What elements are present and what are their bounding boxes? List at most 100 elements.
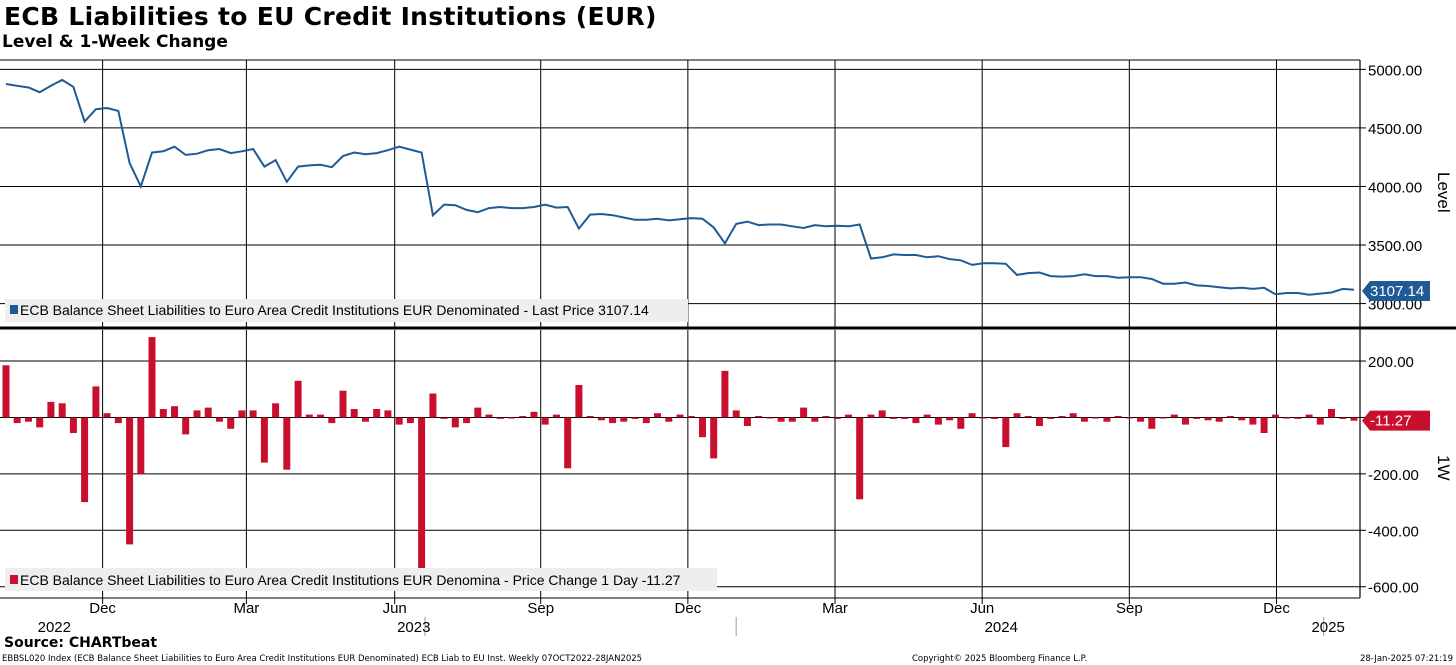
change-bar (294, 380, 302, 418)
change-bar (1339, 417, 1347, 419)
change-bar (541, 417, 549, 425)
change-bar (1226, 416, 1234, 418)
change-bar (1092, 417, 1100, 419)
change-bar (1058, 416, 1066, 418)
change-bar (1271, 414, 1279, 418)
change-bar (889, 417, 897, 419)
change-bar (47, 401, 55, 418)
bottom-y-axis-title: 1W (1434, 455, 1453, 481)
change-bar (665, 417, 673, 422)
x-year-label: 2022 (38, 619, 71, 636)
change-bar (350, 409, 358, 418)
top-y-axis-title: Level (1434, 172, 1453, 213)
x-month-label: Jun (970, 600, 994, 617)
change-bar (238, 410, 246, 418)
x-month-label: Mar (822, 600, 848, 617)
change-bar (1159, 417, 1167, 419)
top-panel-grid (0, 60, 1360, 327)
change-bar (182, 417, 190, 435)
change-bar (654, 413, 661, 418)
x-month-label: Dec (1263, 600, 1290, 617)
change-bar (451, 417, 459, 428)
change-bar (1103, 417, 1111, 422)
change-bar (81, 417, 89, 503)
change-bar (339, 390, 347, 418)
change-bar (811, 417, 819, 422)
change-bar (575, 385, 583, 418)
change-bar (193, 410, 201, 418)
change-bar (1193, 417, 1201, 419)
change-bar (485, 414, 493, 418)
change-bar (114, 417, 122, 424)
level-series-line (5, 78, 1355, 296)
change-bar (867, 414, 875, 418)
top-last-value-label: 3107.14 (1370, 283, 1424, 300)
change-bar (463, 417, 471, 424)
change-bar (721, 370, 729, 418)
bottom-y-tick-label: -400.00 (1368, 523, 1419, 540)
x-month-label: Dec (675, 600, 702, 617)
change-bar (1350, 417, 1358, 421)
change-bar (508, 417, 515, 419)
bottom-last-value-flag: -11.27 (1362, 410, 1430, 431)
change-bar (530, 411, 538, 418)
change-bar (1024, 416, 1032, 418)
change-bar (406, 417, 414, 424)
change-bar (1137, 417, 1145, 422)
change-bar (946, 417, 954, 421)
change-bar (171, 406, 178, 418)
change-bar (384, 410, 392, 418)
change-bar (1125, 417, 1133, 419)
change-bar (822, 416, 830, 418)
change-bar (845, 414, 852, 418)
change-bar (979, 417, 987, 419)
change-bar (856, 417, 864, 500)
change-bar (1305, 414, 1313, 418)
change-bar (833, 417, 841, 419)
change-bar (328, 417, 336, 424)
change-bar (1036, 417, 1043, 426)
change-bar (1260, 417, 1268, 433)
x-month-label: Mar (233, 600, 259, 617)
change-bar (1013, 413, 1021, 418)
change-bar (496, 417, 504, 419)
change-bar (1182, 417, 1189, 425)
change-bar (1170, 414, 1178, 418)
top-legend-text: ECB Balance Sheet Liabilities to Euro Ar… (20, 302, 649, 318)
change-bar (676, 414, 684, 418)
change-bar (418, 417, 426, 572)
change-bar (631, 417, 639, 419)
top-y-tick-label: 4000.00 (1368, 179, 1422, 196)
change-bar (609, 417, 617, 424)
change-bar (1204, 417, 1212, 421)
change-bar (1238, 417, 1246, 421)
chart-subtitle: Level & 1-Week Change (2, 32, 228, 52)
change-bar (732, 410, 740, 418)
change-bar (597, 417, 605, 421)
change-bar (687, 416, 695, 418)
change-bar (777, 417, 785, 422)
change-bar (272, 403, 280, 418)
change-bar (1114, 416, 1122, 418)
change-bar (800, 407, 808, 418)
change-bar (923, 414, 931, 418)
change-bar (519, 416, 527, 418)
change-bar (1047, 417, 1055, 419)
change-bar (912, 417, 920, 424)
axes: 3000.003500.004000.004500.005000.00-600.… (0, 59, 1456, 604)
change-bar (362, 417, 369, 422)
change-bar (991, 417, 998, 419)
x-month-label: Sep (527, 600, 554, 617)
footer-timestamp: 28-Jan-2025 07:21:19 (1359, 654, 1453, 664)
footer-description: EBBSL020 Index (ECB Balance Sheet Liabil… (2, 654, 643, 664)
change-bar (2, 365, 10, 418)
change-bar (968, 413, 976, 418)
change-bar (260, 417, 268, 463)
change-bar (317, 414, 324, 418)
change-bar (1283, 417, 1291, 419)
change-bar (249, 410, 257, 418)
bottom-y-tick-label: -200.00 (1368, 467, 1419, 484)
top-y-tick-label: 4500.00 (1368, 121, 1422, 138)
top-legend-swatch (10, 305, 18, 314)
change-bar (440, 417, 448, 419)
